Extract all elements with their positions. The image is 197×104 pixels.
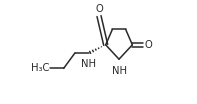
Text: NH: NH [81, 59, 96, 69]
Text: NH: NH [112, 66, 126, 76]
Text: O: O [95, 4, 103, 14]
Text: O: O [145, 40, 152, 50]
Text: H₃C: H₃C [31, 63, 50, 73]
